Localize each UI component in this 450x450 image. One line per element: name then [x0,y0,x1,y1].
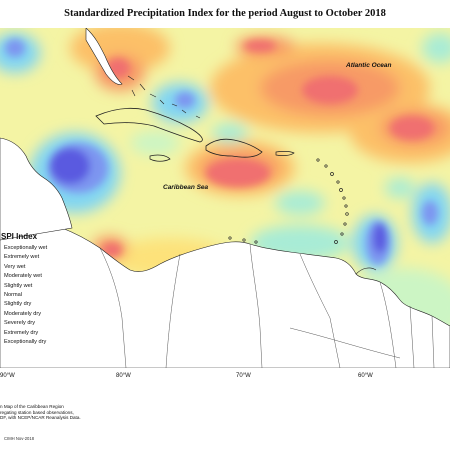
legend-item: Slightly dry [4,301,32,308]
land-central-south-america [0,227,450,368]
land-bahamas [127,75,201,119]
land-hispaniola [205,138,263,158]
legend-item: Moderately dry [4,310,41,317]
source-line: DF, with NCEP/NCAR Reanalysis Data. [0,415,81,421]
source-line: regating station based observations, [0,409,74,415]
spi-legend: SPI Index Exceptionally wet Extremely we… [0,232,72,347]
land-cuba [95,108,203,143]
land-jamaica [149,154,171,162]
legend-item: Normal [4,291,23,298]
legend-item: Moderately wet [4,273,42,280]
legend-item: Very wet [4,263,26,270]
legend-item: Exceptionally wet [4,245,48,251]
lon-label-60w: 60°W [358,373,373,379]
country-boundaries [99,243,435,368]
land-puerto-rico [275,150,295,156]
land-florida [85,28,123,85]
spi-field-cores [5,39,438,265]
source-line: n Map of the Caribbean Region [0,404,64,409]
lon-label-80w: 80°W [116,373,131,379]
lon-label-70w: 70°W [236,373,251,379]
spi-map: Atlantic Ocean Caribbean Sea [0,28,450,368]
land-orinoco-delta [355,267,377,275]
legend-item: Slightly wet [4,282,33,289]
land-yucatan [0,137,73,241]
legend-item: Extremely wet [4,254,40,261]
credit-text: CIMH Nov-2018 [4,436,35,441]
land-lesser-antilles [228,158,349,244]
legend-item: Extremely dry [4,329,39,336]
lon-label-90w: 90°W [0,373,15,379]
legend-item: Severely dry [4,320,36,327]
atlantic-ocean-label: Atlantic Ocean [346,62,392,69]
source-note: n Map of the Caribbean Region regating s… [0,404,81,421]
map-title: Standardized Precipitation Index for the… [64,8,386,19]
legend-item: Exceptionally dry [4,338,47,345]
caribbean-sea-label: Caribbean Sea [163,184,209,191]
spi-map-canvas [0,28,450,368]
legend-title: SPI Index [1,232,38,241]
